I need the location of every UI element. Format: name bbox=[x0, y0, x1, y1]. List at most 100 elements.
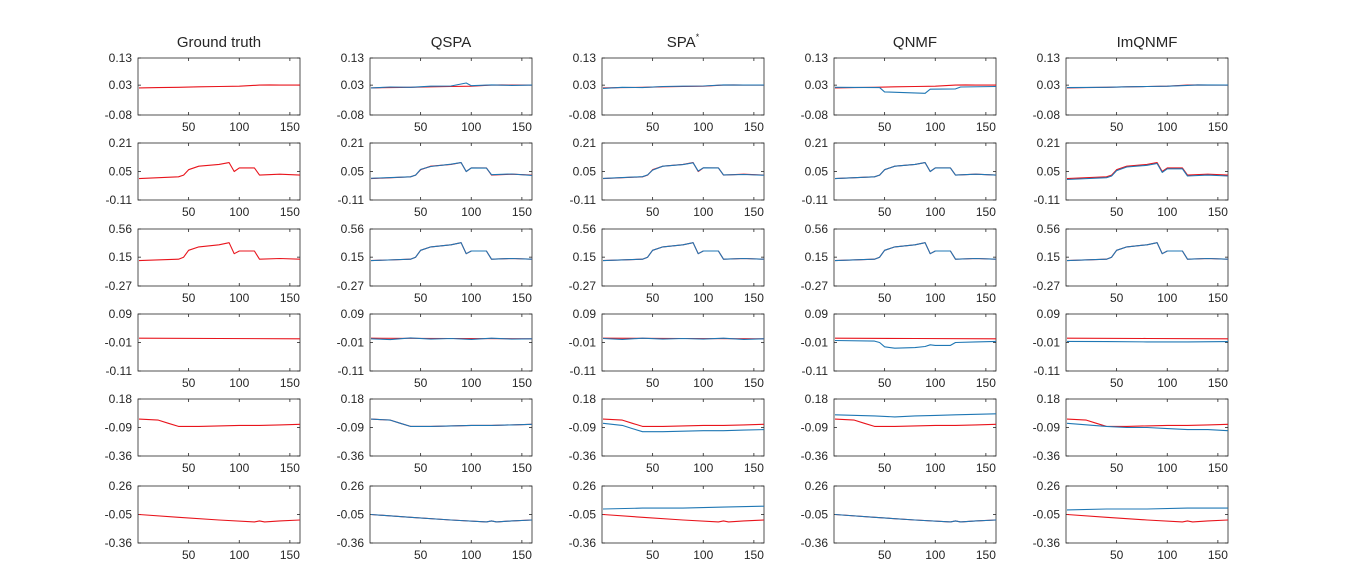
y-tick-label: -0.36 bbox=[105, 536, 133, 550]
x-tick-label: 100 bbox=[229, 291, 249, 305]
y-tick-label: 0.03 bbox=[1037, 78, 1061, 92]
axes-frame bbox=[137, 313, 301, 372]
y-tick-label: 0.15 bbox=[573, 250, 597, 264]
x-tick-label: 100 bbox=[1157, 291, 1177, 305]
x-tick-label: 100 bbox=[693, 461, 713, 475]
series-line-qnmf bbox=[834, 162, 997, 180]
subplot-row2-gt: 0.21 0.05 -0.11 50 100 150 bbox=[106, 136, 301, 219]
series-line-spa bbox=[602, 162, 765, 179]
x-tick-label: 50 bbox=[182, 205, 196, 219]
axes-frame bbox=[601, 313, 765, 372]
series-line-imq bbox=[1066, 84, 1229, 89]
x-tick-label: 150 bbox=[976, 376, 996, 390]
x-tick-label: 150 bbox=[744, 291, 764, 305]
series-line-ground-truth bbox=[1066, 418, 1229, 427]
x-tick-label: 100 bbox=[461, 291, 481, 305]
subplot-row1-gt: 0.13 0.03 -0.08 50 100 150 bbox=[105, 51, 301, 134]
y-tick-label: 0.09 bbox=[1037, 307, 1061, 321]
y-tick-label: -0.05 bbox=[569, 508, 597, 522]
x-tick-label: 100 bbox=[229, 548, 249, 562]
subplot-row4-gt: 0.09 -0.01 -0.11 50 100 150 bbox=[105, 307, 301, 390]
subplot-row1-qnmf: 0.13 0.03 -0.08 50 100 150 bbox=[801, 51, 997, 134]
series-line-spa bbox=[602, 505, 765, 510]
x-tick-label: 150 bbox=[1208, 376, 1228, 390]
y-tick-label: -0.36 bbox=[105, 449, 133, 463]
x-tick-label: 100 bbox=[693, 205, 713, 219]
series-line-qnmf bbox=[834, 339, 997, 349]
series-line-qspa bbox=[370, 513, 533, 523]
x-tick-label: 50 bbox=[646, 376, 660, 390]
x-tick-label: 50 bbox=[414, 120, 428, 134]
x-tick-label: 150 bbox=[280, 376, 300, 390]
x-tick-label: 150 bbox=[744, 120, 764, 134]
y-tick-label: 0.03 bbox=[341, 78, 365, 92]
x-tick-label: 100 bbox=[693, 376, 713, 390]
y-tick-label: 0.56 bbox=[109, 222, 133, 236]
y-tick-label: 0.26 bbox=[573, 479, 597, 493]
y-tick-label: -0.01 bbox=[1033, 336, 1061, 350]
x-tick-label: 100 bbox=[925, 291, 945, 305]
x-tick-label: 150 bbox=[512, 376, 532, 390]
x-tick-label: 150 bbox=[1208, 291, 1228, 305]
series-line-imq bbox=[1066, 422, 1229, 432]
x-tick-label: 100 bbox=[1157, 376, 1177, 390]
y-tick-label: -0.11 bbox=[338, 193, 365, 207]
x-tick-label: 100 bbox=[693, 291, 713, 305]
axes-frame bbox=[833, 485, 997, 544]
column-title-gt: Ground truth bbox=[177, 34, 261, 51]
axes-frame bbox=[833, 398, 997, 457]
x-tick-label: 50 bbox=[182, 461, 196, 475]
axes-frame bbox=[369, 142, 533, 201]
x-tick-label: 50 bbox=[1110, 461, 1124, 475]
y-tick-label: 0.13 bbox=[1037, 51, 1061, 65]
x-tick-label: 150 bbox=[1208, 548, 1228, 562]
x-tick-label: 150 bbox=[744, 461, 764, 475]
y-tick-label: 0.56 bbox=[341, 222, 365, 236]
y-tick-label: 0.09 bbox=[805, 307, 829, 321]
x-tick-label: 150 bbox=[976, 548, 996, 562]
y-tick-label: 0.03 bbox=[109, 78, 133, 92]
x-tick-label: 100 bbox=[461, 548, 481, 562]
subplot-row1-imq: 0.13 0.03 -0.08 50 100 150 bbox=[1033, 51, 1229, 134]
y-tick-label: 0.21 bbox=[573, 136, 597, 150]
x-tick-label: 50 bbox=[414, 376, 428, 390]
y-tick-label: -0.11 bbox=[570, 364, 597, 378]
subplot-row4-spa: 0.09 -0.01 -0.11 50 100 150 bbox=[569, 307, 765, 390]
x-tick-label: 50 bbox=[182, 548, 196, 562]
subplot-row5-spa: 0.18 -0.09 -0.36 50 100 150 bbox=[569, 392, 765, 475]
axes-frame bbox=[601, 142, 765, 201]
x-tick-label: 100 bbox=[925, 548, 945, 562]
y-tick-label: 0.18 bbox=[805, 392, 829, 406]
y-tick-label: -0.08 bbox=[569, 108, 597, 122]
column-title-spa: SPA* bbox=[667, 32, 700, 51]
y-tick-label: -0.36 bbox=[801, 449, 829, 463]
series-line-ground-truth bbox=[1066, 513, 1229, 523]
subplot-row6-imq: 0.26 -0.05 -0.36 50 100 150 bbox=[1033, 479, 1229, 562]
y-tick-label: -0.27 bbox=[337, 279, 365, 293]
series-line-imq bbox=[1066, 507, 1228, 511]
series-line-qnmf bbox=[834, 413, 997, 418]
subplot-row1-qspa: 0.13 0.03 -0.08 50 100 150 bbox=[337, 51, 533, 134]
x-tick-label: 50 bbox=[646, 461, 660, 475]
column-title-imq: ImQNMF bbox=[1117, 34, 1178, 51]
y-tick-label: 0.09 bbox=[573, 307, 597, 321]
axes-frame bbox=[369, 398, 533, 457]
axes-frame bbox=[137, 142, 301, 201]
x-tick-label: 150 bbox=[512, 205, 532, 219]
y-tick-label: -0.11 bbox=[802, 364, 829, 378]
y-tick-label: 0.13 bbox=[109, 51, 133, 65]
axes-frame bbox=[137, 398, 301, 457]
x-tick-label: 50 bbox=[1110, 291, 1124, 305]
axes-frame bbox=[369, 313, 533, 372]
y-tick-label: -0.36 bbox=[801, 536, 829, 550]
x-tick-label: 50 bbox=[646, 548, 660, 562]
y-tick-label: -0.05 bbox=[801, 508, 829, 522]
y-tick-label: -0.36 bbox=[1033, 449, 1061, 463]
y-tick-label: -0.08 bbox=[1033, 108, 1061, 122]
y-tick-label: -0.36 bbox=[569, 536, 597, 550]
x-tick-label: 100 bbox=[461, 376, 481, 390]
y-tick-label: 0.13 bbox=[573, 51, 597, 65]
y-tick-label: -0.01 bbox=[569, 336, 597, 350]
x-tick-label: 100 bbox=[461, 205, 481, 219]
